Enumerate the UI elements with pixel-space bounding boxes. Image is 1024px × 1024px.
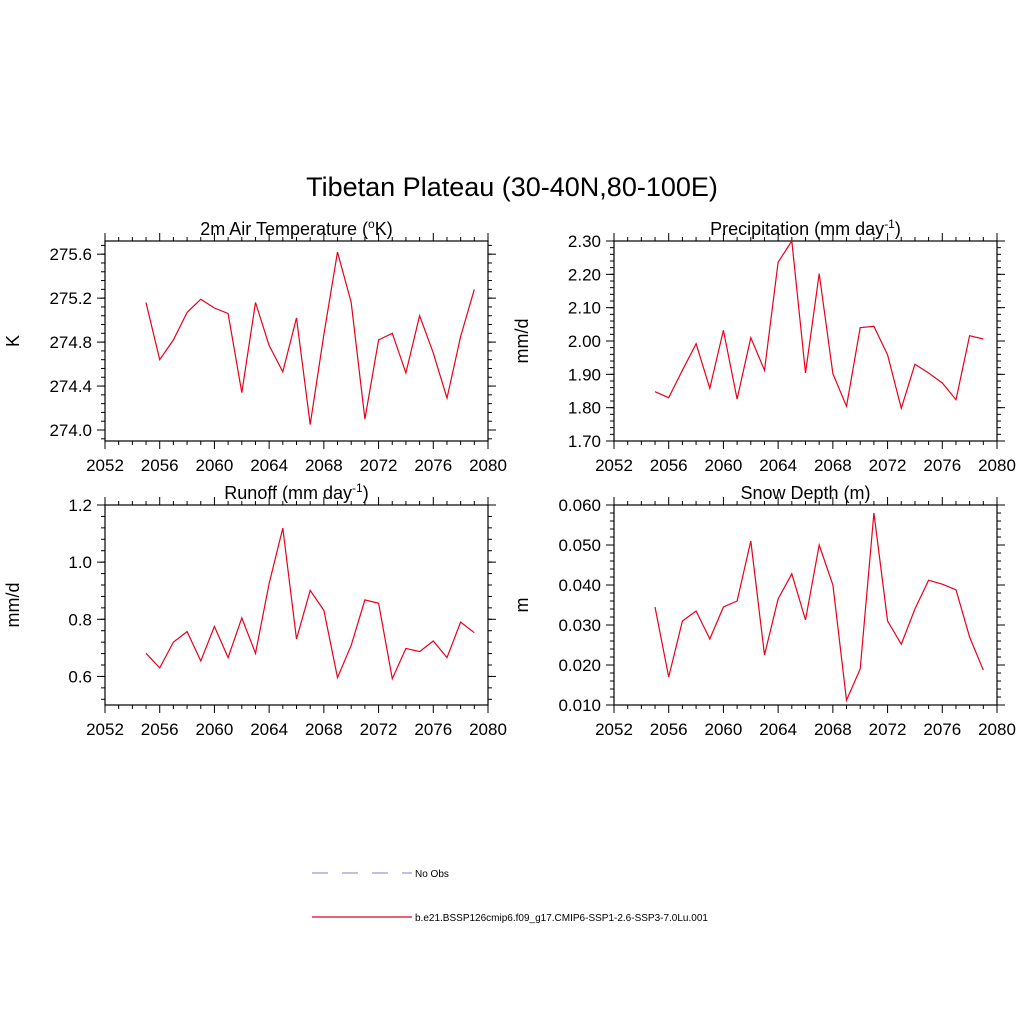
y-tick-label: 0.030 xyxy=(558,616,601,635)
x-tick-label: 2076 xyxy=(414,720,452,739)
x-tick-label: 2064 xyxy=(759,456,797,475)
y-tick-label: 275.6 xyxy=(49,245,92,264)
x-tick-label: 2052 xyxy=(86,720,124,739)
y-tick-label: 1.90 xyxy=(568,365,601,384)
series-line xyxy=(145,527,475,681)
x-tick-label: 2060 xyxy=(705,456,743,475)
y-tick-label: 1.80 xyxy=(568,399,601,418)
x-tick-label: 2060 xyxy=(705,720,743,739)
chart-panel-4: 2052 2056 2060 2064 2068 2072 2076 2080 0.010 0.0… xyxy=(512,483,1016,739)
y-tick-label: 0.8 xyxy=(68,610,92,629)
panel-title: 2m Air Temperature (oK) xyxy=(200,217,392,239)
panel-title: Snow Depth (m) xyxy=(740,483,870,503)
x-tick-label: 2080 xyxy=(469,720,507,739)
x-tick-label: 2064 xyxy=(759,720,797,739)
plot-frame xyxy=(104,240,489,442)
y-tick-label: 2.10 xyxy=(568,299,601,318)
y-tick-label: 1.0 xyxy=(68,553,92,572)
x-tick-label: 2052 xyxy=(595,720,633,739)
chart-panel-2: 2052 2056 2060 2064 2068 2072 2076 2080 1.70 1.80… xyxy=(512,217,1016,475)
x-tick-label: 2068 xyxy=(814,456,852,475)
panel-title-main: 2m Air Temperature ( xyxy=(200,219,368,239)
panel-title-main: Snow Depth (m) xyxy=(740,483,870,503)
x-tick-label: 2068 xyxy=(814,720,852,739)
y-tick-label: 275.2 xyxy=(49,289,92,308)
legend-label-2: b.e21.BSSP126cmip6.f09_g17.CMIP6-SSP1-2.… xyxy=(415,913,708,924)
y-axis-label: mm/d xyxy=(512,319,532,364)
series-line xyxy=(145,251,475,425)
y-tick-label: 0.050 xyxy=(558,536,601,555)
y-tick-label: 0.6 xyxy=(68,667,92,686)
panel-title-end: ) xyxy=(895,219,901,239)
x-tick-label: 2056 xyxy=(141,720,179,739)
y-tick-label: 2.30 xyxy=(568,232,601,251)
x-tick-label: 2056 xyxy=(650,456,688,475)
x-tick-label: 2080 xyxy=(978,720,1016,739)
panel-title-superscript: -1 xyxy=(352,481,363,495)
x-tick-label: 2076 xyxy=(923,720,961,739)
chart-panel-3: 2052 2056 2060 2064 2068 2072 2076 2080 0.6 0.8 1.… xyxy=(3,481,507,739)
panel-title-superscript: o xyxy=(368,217,375,231)
x-tick-label: 2076 xyxy=(414,456,452,475)
figure-title: Tibetan Plateau (30-40N,80-100E) xyxy=(306,172,718,202)
y-tick-label: 2.00 xyxy=(568,332,601,351)
x-tick-label: 2076 xyxy=(923,456,961,475)
plot-frame xyxy=(613,504,998,706)
y-axis-label: m xyxy=(512,598,532,613)
legend-label-1: No Obs xyxy=(415,869,449,880)
y-tick-label: 274.4 xyxy=(49,377,92,396)
y-tick-label: 274.0 xyxy=(49,421,92,440)
y-tick-label: 2.20 xyxy=(568,265,601,284)
y-axis-label: mm/d xyxy=(3,583,23,628)
x-tick-label: 2080 xyxy=(978,456,1016,475)
x-tick-label: 2072 xyxy=(869,456,907,475)
x-tick-label: 2060 xyxy=(196,456,234,475)
x-tick-label: 2052 xyxy=(86,456,124,475)
y-tick-label: 0.040 xyxy=(558,576,601,595)
x-tick-label: 2068 xyxy=(305,720,343,739)
panel-title-main: Precipitation (mm day xyxy=(710,219,884,239)
x-tick-label: 2064 xyxy=(250,456,288,475)
y-tick-label: 1.2 xyxy=(68,496,92,515)
x-tick-label: 2060 xyxy=(196,720,234,739)
x-tick-label: 2072 xyxy=(360,720,398,739)
panel-title: Precipitation (mm day-1) xyxy=(710,217,901,239)
panel-title-end: ) xyxy=(363,483,369,503)
x-tick-label: 2052 xyxy=(595,456,633,475)
panel-title-end: K) xyxy=(375,219,393,239)
series-line xyxy=(654,239,984,411)
y-tick-label: 0.010 xyxy=(558,696,601,715)
series-line xyxy=(654,512,984,703)
legend: No Obs b.e21.BSSP126cmip6.f09_g17.CMIP6-S… xyxy=(312,869,708,924)
x-tick-label: 2080 xyxy=(469,456,507,475)
x-tick-label: 2072 xyxy=(869,720,907,739)
x-tick-label: 2068 xyxy=(305,456,343,475)
x-tick-label: 2056 xyxy=(141,456,179,475)
panel-title-superscript: -1 xyxy=(884,217,895,231)
y-tick-label: 1.70 xyxy=(568,432,601,451)
chart-panel-1: 2052 2056 2060 2064 2068 2072 2076 2080 274.0 274… xyxy=(3,217,507,475)
y-tick-label: 0.020 xyxy=(558,656,601,675)
x-tick-label: 2064 xyxy=(250,720,288,739)
panel-title: Runoff (mm day-1) xyxy=(224,481,368,503)
x-tick-label: 2072 xyxy=(360,456,398,475)
y-axis-label: K xyxy=(3,335,23,347)
plot-frame xyxy=(613,240,998,442)
x-tick-label: 2056 xyxy=(650,720,688,739)
y-tick-label: 274.8 xyxy=(49,333,92,352)
plot-frame xyxy=(104,504,489,706)
panel-title-main: Runoff (mm day xyxy=(224,483,352,503)
y-tick-label: 0.060 xyxy=(558,496,601,515)
chart-panels: 2052 2056 2060 2064 2068 2072 2076 2080 274.0 274… xyxy=(3,217,1016,739)
